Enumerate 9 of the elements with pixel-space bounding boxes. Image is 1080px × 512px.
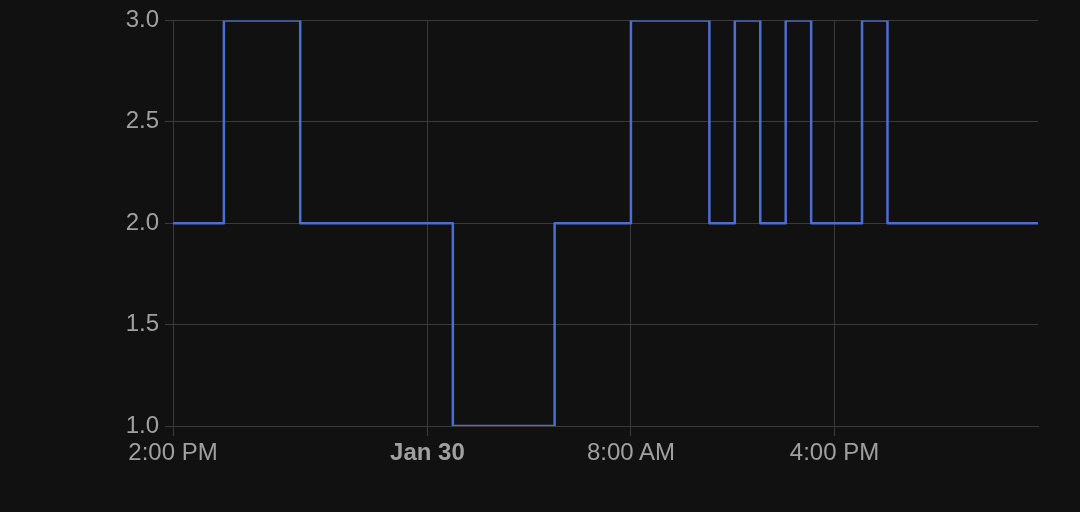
- x-tick-label: 8:00 AM: [586, 438, 675, 466]
- y-tick-label: 2.0: [125, 207, 159, 235]
- x-tick-label: 4:00 PM: [789, 438, 880, 466]
- y-tick-label: 1.0: [125, 410, 159, 438]
- y-tick-label: 2.5: [125, 106, 159, 134]
- y-tick-label: 1.5: [125, 309, 159, 337]
- x-tick-label: Jan 30: [390, 438, 465, 466]
- x-tick-label: 2:00 PM: [128, 438, 218, 466]
- y-tick-label: 3.0: [125, 5, 159, 33]
